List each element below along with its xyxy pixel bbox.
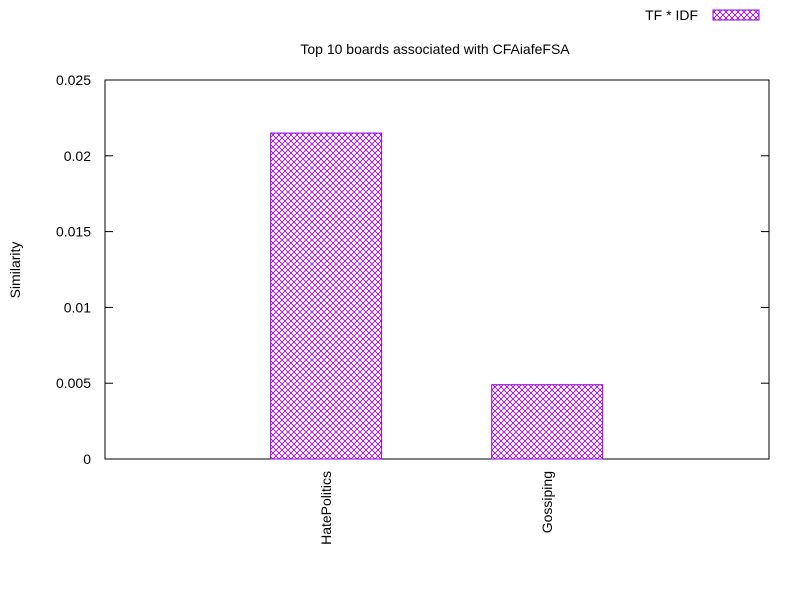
y-tick-label: 0.015 — [56, 224, 91, 240]
y-tick-label: 0.01 — [64, 299, 91, 315]
bar-hatepolitics — [270, 132, 383, 460]
y-axis-label: Similarity — [7, 242, 23, 299]
x-tick-label: HatePolitics — [318, 471, 334, 545]
y-tick-label: 0.025 — [56, 72, 91, 88]
bar-series — [270, 132, 604, 460]
chart-title: Top 10 boards associated with CFAiafeFSA — [300, 41, 570, 57]
legend-label: TF * IDF — [645, 7, 698, 23]
legend: TF * IDF — [645, 7, 760, 23]
x-tick-label: Gossiping — [539, 471, 555, 533]
y-axis-ticks: 0 0.005 0.01 0.015 0.02 0.025 — [56, 72, 769, 467]
y-tick-label: 0 — [83, 451, 91, 467]
y-tick-label: 0.005 — [56, 375, 91, 391]
x-axis-tick-labels: HatePolitics Gossiping — [318, 471, 555, 545]
bar-gossiping — [491, 384, 604, 460]
y-tick-label: 0.02 — [64, 148, 91, 164]
plot-frame — [104, 79, 770, 460]
legend-swatch — [712, 9, 760, 21]
